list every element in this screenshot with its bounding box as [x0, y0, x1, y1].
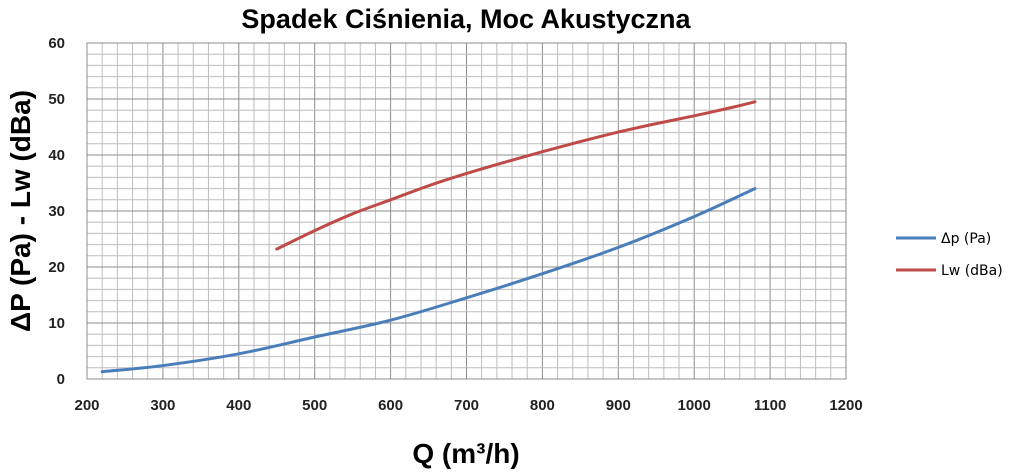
x-tick-label: 600: [378, 397, 403, 414]
x-tick-label: 400: [226, 397, 251, 414]
series-lines: [100, 100, 757, 374]
plot-frame: [86, 42, 847, 380]
x-tick-label: 1200: [829, 397, 862, 414]
chart-title: Spadek Ciśnienia, Moc Akustyczna: [241, 4, 691, 34]
x-tick-label: 300: [150, 397, 175, 414]
y-tick-label: 60: [48, 35, 65, 52]
legend-label: Δp (Pa): [941, 231, 991, 247]
tick-labels: 200 300 400 500 600 700 800 900 1000 1100 1200 0 10 2…: [48, 35, 862, 414]
x-axis-label: Q (m³/h): [412, 438, 519, 469]
y-tick-label: 30: [48, 203, 65, 220]
y-tick-label: 0: [57, 371, 65, 388]
x-tick-label: 700: [454, 397, 479, 414]
y-tick-label: 50: [48, 91, 65, 108]
legend-label: Lw (dBa): [941, 263, 1003, 279]
y-tick-label: 40: [48, 147, 65, 164]
y-tick-label: 20: [48, 259, 65, 276]
y-tick-label: 10: [48, 315, 65, 332]
plot-grid: [87, 43, 846, 379]
x-tick-label: 800: [530, 397, 555, 414]
x-tick-label: 1000: [678, 397, 711, 414]
x-tick-label: 1100: [754, 397, 787, 414]
legend: Δp (Pa) Lw (dBa): [896, 231, 1003, 279]
series-line-1: [100, 187, 757, 374]
series-line-2: [275, 100, 757, 251]
x-tick-label: 200: [74, 397, 99, 414]
y-axis-label: ΔP (Pa) - Lw (dBa): [5, 90, 36, 332]
x-tick-label: 500: [302, 397, 327, 414]
x-tick-label: 900: [606, 397, 631, 414]
